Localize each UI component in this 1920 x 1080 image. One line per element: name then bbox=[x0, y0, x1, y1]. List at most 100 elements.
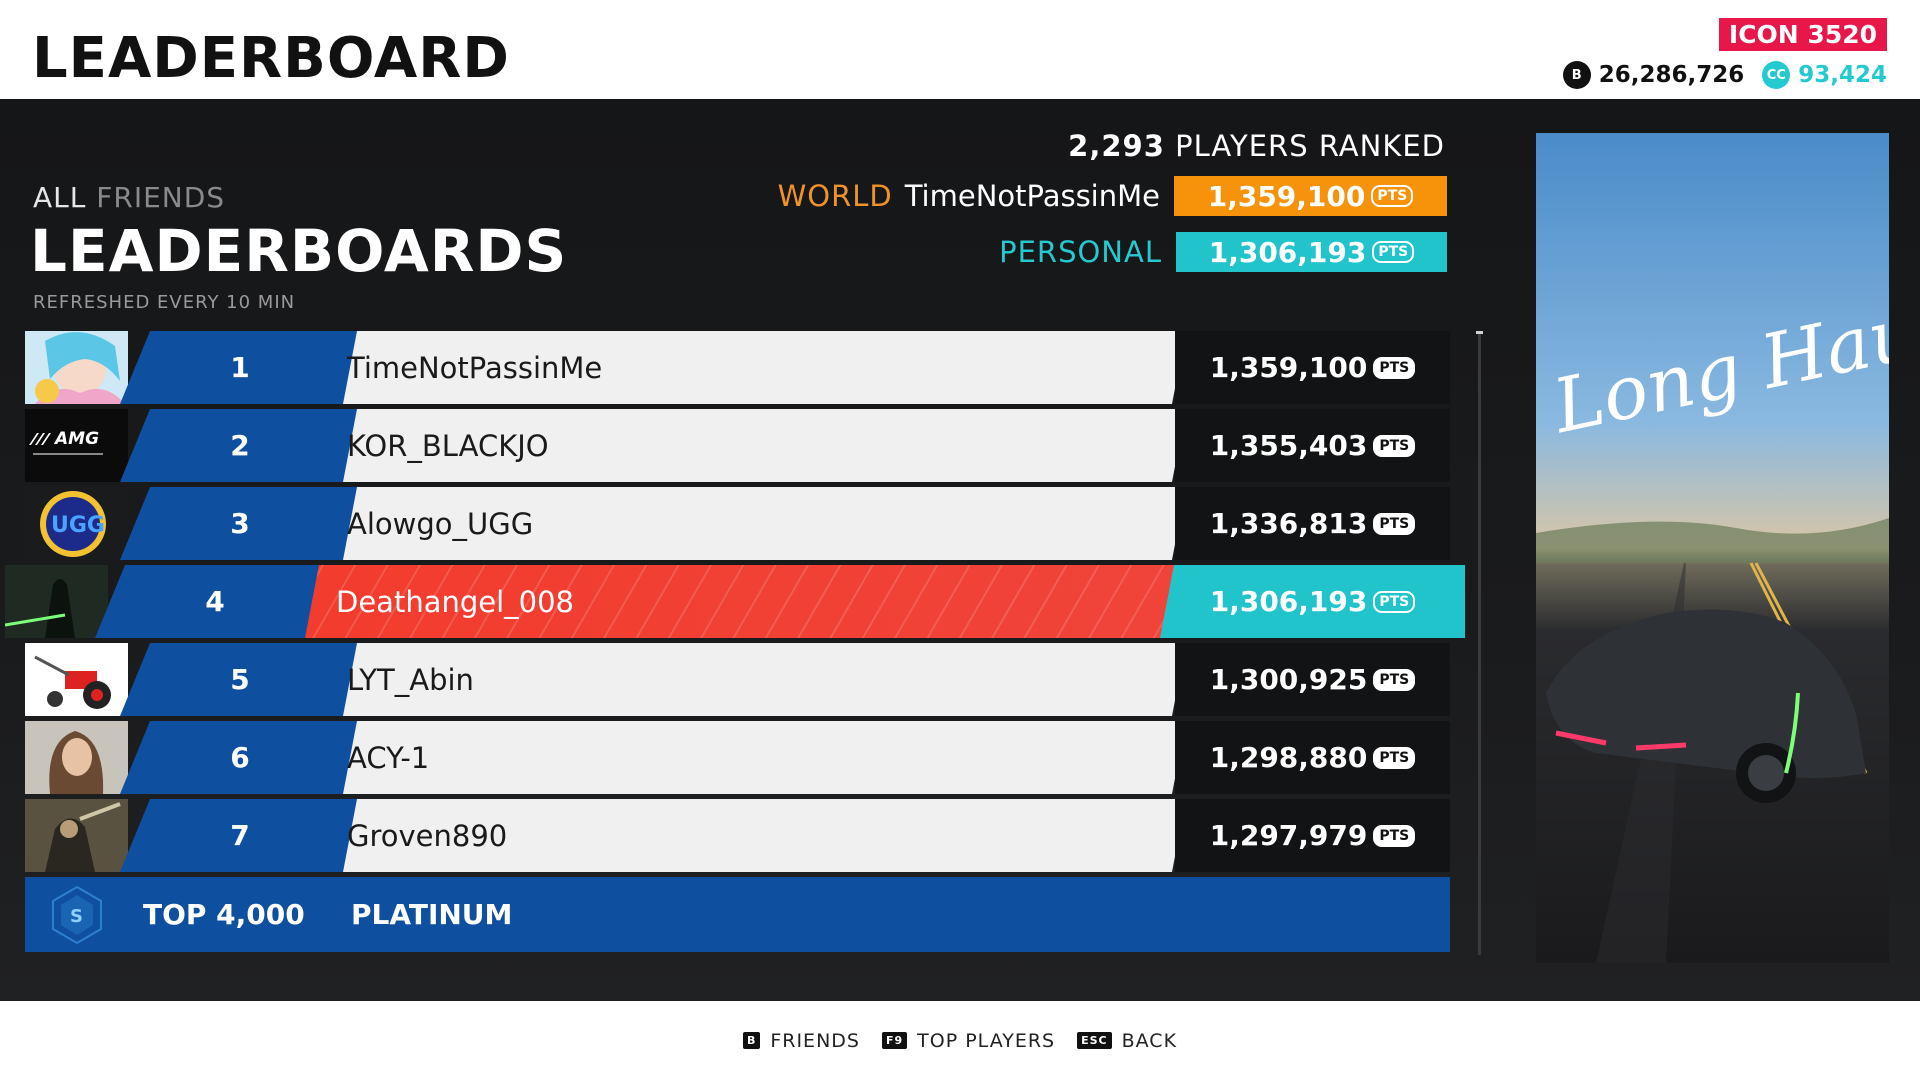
key-f9-icon: F9 bbox=[881, 1032, 908, 1049]
name-plate bbox=[343, 331, 1186, 404]
pts-icon: PTS bbox=[1373, 434, 1416, 457]
pts-icon: PTS bbox=[1373, 356, 1416, 379]
leaderboard-panel: ALL FRIENDS LEADERBOARDS REFRESHED EVERY… bbox=[0, 99, 1920, 1001]
world-record-score: 1,359,100 PTS bbox=[1174, 176, 1447, 216]
pts-icon: PTS bbox=[1373, 512, 1416, 535]
world-label: WORLD bbox=[777, 179, 893, 213]
filter-tabs: ALL FRIENDS bbox=[33, 181, 225, 214]
control-hints: B FRIENDS F9 TOP PLAYERS ESC BACK bbox=[0, 1001, 1920, 1080]
pts-icon: PTS bbox=[1372, 241, 1415, 263]
hint-label: FRIENDS bbox=[770, 1029, 860, 1052]
score-value: 1,306,193 bbox=[1209, 585, 1368, 618]
player-name: Groven890 bbox=[347, 818, 508, 853]
anime-girl-avatar bbox=[25, 331, 128, 404]
pts-icon: PTS bbox=[1371, 185, 1414, 207]
svg-text:UGG: UGG bbox=[51, 513, 105, 538]
player-name: LYT_Abin bbox=[347, 662, 474, 697]
promo-car-image: Long Haul bbox=[1536, 133, 1889, 963]
score-value: 1,300,925 bbox=[1209, 663, 1368, 696]
name-plate bbox=[343, 487, 1186, 560]
rank-number: 7 bbox=[230, 819, 250, 852]
rank-number: 5 bbox=[230, 663, 250, 696]
ugg-emblem-avatar: UGG bbox=[25, 487, 128, 560]
score-value: 1,359,100 bbox=[1209, 351, 1368, 384]
rank-number: 2 bbox=[230, 429, 250, 462]
player-name: KOR_BLACKJO bbox=[347, 428, 549, 463]
refresh-note: REFRESHED EVERY 10 MIN bbox=[33, 292, 296, 313]
key-esc-icon: ESC bbox=[1077, 1032, 1112, 1049]
name-plate bbox=[343, 643, 1186, 716]
leaderboard-row-current-player[interactable]: 4 Deathangel_008 1,306,193 PTS bbox=[5, 565, 1465, 638]
amg-logo-avatar: AMG bbox=[25, 409, 128, 482]
name-plate bbox=[343, 721, 1186, 794]
player-name: TimeNotPassinMe bbox=[347, 350, 603, 385]
hint-label: BACK bbox=[1121, 1029, 1178, 1052]
player-name: ACY-1 bbox=[347, 740, 430, 775]
player-score: 1,298,880 PTS bbox=[1175, 721, 1450, 794]
svg-text:AMG: AMG bbox=[53, 429, 99, 449]
leaderboard-row[interactable]: 7 Groven890 1,297,979 PTS bbox=[25, 799, 1450, 872]
leaderboard-row[interactable]: 5 LYT_Abin 1,300,925 PTS bbox=[25, 643, 1450, 716]
rank-number: 6 bbox=[230, 741, 250, 774]
rank-badge-bg bbox=[120, 331, 360, 404]
leaderboard-row[interactable]: 1 TimeNotPassinMe 1,359,100 PTS bbox=[25, 331, 1450, 404]
leaderboard-list: 1 TimeNotPassinMe 1,359,100 PTS AMG 2 KOR… bbox=[5, 331, 1465, 952]
score-value: 1,355,403 bbox=[1209, 429, 1368, 462]
personal-best-row: PERSONAL 1,306,193 PTS bbox=[999, 232, 1447, 272]
name-plate-highlight bbox=[305, 565, 1185, 638]
promo-banner: Long Haul bbox=[1536, 133, 1889, 963]
player-name: Deathangel_008 bbox=[336, 584, 575, 619]
icon-level-badge: ICON 3520 bbox=[1718, 18, 1887, 51]
bucks-icon: B bbox=[1562, 61, 1591, 89]
rank-badge-bg bbox=[120, 721, 360, 794]
player-score: 1,355,403 PTS bbox=[1175, 409, 1450, 482]
score-value: 1,297,979 bbox=[1209, 819, 1368, 852]
filter-friends-tab[interactable]: FRIENDS bbox=[96, 181, 226, 214]
scrollbar-thumb[interactable] bbox=[1476, 331, 1483, 334]
score-value: 1,336,813 bbox=[1209, 507, 1368, 540]
pts-icon: PTS bbox=[1373, 590, 1416, 613]
pts-icon: PTS bbox=[1373, 746, 1416, 769]
player-name: Alowgo_UGG bbox=[347, 506, 534, 541]
personal-label: PERSONAL bbox=[999, 235, 1162, 269]
filter-all-tab[interactable]: ALL bbox=[33, 181, 87, 214]
player-score: 1,336,813 PTS bbox=[1175, 487, 1450, 560]
woman-portrait-avatar bbox=[25, 721, 128, 794]
top-players-hint-button[interactable]: F9 TOP PLAYERS bbox=[881, 1029, 1056, 1052]
crew-credits-icon: CC bbox=[1762, 61, 1791, 89]
player-score: 1,297,979 PTS bbox=[1175, 799, 1450, 872]
player-score: 1,300,925 PTS bbox=[1175, 643, 1450, 716]
players-ranked-count: 2,293 PLAYERS RANKED bbox=[1068, 129, 1445, 163]
rank-badge-bg bbox=[120, 487, 360, 560]
rank-number: 4 bbox=[205, 585, 225, 618]
leaderboard-row[interactable]: AMG 2 KOR_BLACKJO 1,355,403 PTS bbox=[25, 409, 1450, 482]
leaderboard-row[interactable]: 6 ACY-1 1,298,880 PTS bbox=[25, 721, 1450, 794]
leaderboard-row[interactable]: UGG 3 Alowgo_UGG 1,336,813 PTS bbox=[25, 487, 1450, 560]
name-plate bbox=[343, 409, 1186, 482]
back-hint-button[interactable]: ESC BACK bbox=[1077, 1030, 1177, 1052]
top-bar: LEADERBOARD ICON 3520 B 26,286,726 CC 93… bbox=[0, 0, 1920, 99]
tractor-avatar bbox=[25, 643, 128, 716]
world-record-holder: TimeNotPassinMe bbox=[904, 179, 1160, 213]
pts-icon: PTS bbox=[1373, 824, 1416, 847]
bucks-amount: 26,286,726 bbox=[1598, 62, 1745, 88]
world-score-value: 1,359,100 bbox=[1207, 179, 1366, 213]
rank-number: 1 bbox=[230, 351, 250, 384]
scrollbar-track[interactable] bbox=[1478, 331, 1481, 955]
player-score: 1,306,193 PTS bbox=[1160, 565, 1465, 638]
players-count: 2,293 bbox=[1068, 129, 1165, 163]
hint-label: TOP PLAYERS bbox=[917, 1029, 1056, 1052]
world-record-row: WORLD TimeNotPassinMe 1,359,100 PTS bbox=[778, 176, 1447, 216]
currency-display: B 26,286,726 CC 93,424 bbox=[1562, 61, 1887, 89]
tier-threshold: TOP 4,000 bbox=[143, 898, 305, 931]
score-value: 1,298,880 bbox=[1209, 741, 1368, 774]
rank-badge-bg bbox=[120, 409, 360, 482]
key-b-icon: B bbox=[742, 1032, 761, 1049]
name-plate bbox=[343, 799, 1186, 872]
rank-badge-bg bbox=[95, 565, 335, 638]
rank-badge-bg bbox=[120, 799, 360, 872]
warrior-avatar bbox=[25, 799, 128, 872]
personal-best-score: 1,306,193 PTS bbox=[1176, 232, 1447, 272]
players-label: PLAYERS RANKED bbox=[1175, 129, 1445, 163]
friends-hint-button[interactable]: B FRIENDS bbox=[742, 1029, 860, 1052]
